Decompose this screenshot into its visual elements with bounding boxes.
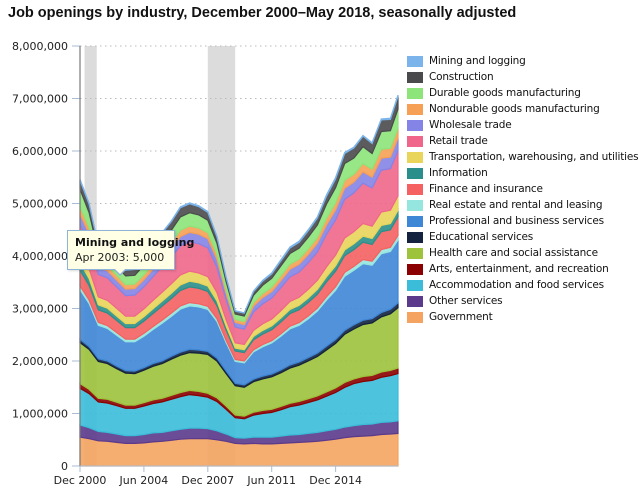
legend-swatch bbox=[407, 71, 423, 83]
legend-swatch bbox=[407, 279, 423, 291]
y-tick-label: 8,000,000 bbox=[12, 40, 68, 53]
legend-label: Transportation, warehousing, and utiliti… bbox=[429, 151, 639, 163]
legend-item[interactable]: Mining and logging bbox=[407, 53, 638, 69]
y-tick-label: 2,000,000 bbox=[12, 355, 68, 368]
legend-item[interactable]: Information bbox=[407, 165, 638, 181]
x-tick-label: Jun 2004 bbox=[119, 474, 169, 487]
legend-label: Finance and insurance bbox=[429, 183, 543, 195]
legend-item[interactable]: Durable goods manufacturing bbox=[407, 85, 638, 101]
y-tick-label: 6,000,000 bbox=[12, 145, 68, 158]
legend-item[interactable]: Construction bbox=[407, 69, 638, 85]
x-tick-label: Dec 2014 bbox=[309, 474, 362, 487]
tooltip-title: Mining and logging bbox=[75, 236, 195, 249]
legend-swatch bbox=[407, 135, 423, 147]
legend-label: Educational services bbox=[429, 231, 534, 243]
legend-item[interactable]: Educational services bbox=[407, 229, 638, 245]
legend-swatch bbox=[407, 103, 423, 115]
stacked-areas bbox=[79, 94, 399, 467]
legend-label: Health care and social assistance bbox=[429, 247, 598, 259]
chart-title: Job openings by industry, December 2000–… bbox=[8, 5, 517, 21]
tooltip-value: Apr 2003: 5,000 bbox=[75, 251, 165, 264]
legend-label: Professional and business services bbox=[429, 215, 604, 227]
legend-item[interactable]: Arts, entertainment, and recreation bbox=[407, 261, 638, 277]
legend-label: Construction bbox=[429, 71, 494, 83]
legend-label: Arts, entertainment, and recreation bbox=[429, 263, 609, 275]
legend-label: Other services bbox=[429, 295, 503, 307]
legend-label: Government bbox=[429, 311, 493, 323]
legend-item[interactable]: Other services bbox=[407, 293, 638, 309]
x-tick-label: Dec 2007 bbox=[181, 474, 234, 487]
legend: Mining and logging Construction Durable go… bbox=[407, 53, 639, 325]
y-tick-label: 1,000,000 bbox=[12, 408, 68, 421]
legend-item[interactable]: Retail trade bbox=[407, 133, 638, 149]
legend-swatch bbox=[407, 231, 423, 243]
legend-swatch bbox=[407, 247, 423, 259]
legend-item[interactable]: Government bbox=[407, 309, 638, 325]
legend-item[interactable]: Health care and social assistance bbox=[407, 245, 638, 261]
legend-item[interactable]: Transportation, warehousing, and utiliti… bbox=[407, 149, 639, 165]
legend-label: Retail trade bbox=[429, 135, 488, 147]
legend-swatch bbox=[407, 151, 423, 163]
legend-label: Information bbox=[429, 167, 488, 179]
x-tick-label: Dec 2000 bbox=[54, 474, 107, 487]
legend-swatch bbox=[407, 295, 423, 307]
legend-label: Durable goods manufacturing bbox=[429, 87, 581, 99]
y-tick-label: 5,000,000 bbox=[12, 198, 68, 211]
legend-item[interactable]: Accommodation and food services bbox=[407, 277, 638, 293]
legend-label: Nondurable goods manufacturing bbox=[429, 103, 600, 115]
legend-item[interactable]: Finance and insurance bbox=[407, 181, 638, 197]
legend-swatch bbox=[407, 199, 423, 211]
tooltip-pointer-fill bbox=[114, 268, 126, 274]
area-mining-and-logging[interactable] bbox=[79, 94, 399, 314]
legend-swatch bbox=[407, 87, 423, 99]
y-tick-label: 4,000,000 bbox=[12, 250, 68, 263]
legend-label: Real estate and rental and leasing bbox=[429, 199, 603, 211]
legend-swatch bbox=[407, 183, 423, 195]
y-tick-label: 7,000,000 bbox=[12, 93, 68, 106]
legend-item[interactable]: Nondurable goods manufacturing bbox=[407, 101, 638, 117]
legend-swatch bbox=[407, 55, 423, 67]
legend-item[interactable]: Wholesale trade bbox=[407, 117, 638, 133]
legend-item[interactable]: Real estate and rental and leasing bbox=[407, 197, 638, 213]
legend-swatch bbox=[407, 119, 423, 131]
axes: 0 1,000,000 2,000,000 3,000,000 4,000,000 5,0… bbox=[12, 40, 398, 487]
legend-label: Accommodation and food services bbox=[429, 279, 604, 291]
legend-swatch bbox=[407, 311, 423, 323]
legend-label: Mining and logging bbox=[429, 55, 526, 67]
tooltip: Mining and logging Apr 2003: 5,000 bbox=[67, 230, 195, 270]
legend-item[interactable]: Professional and business services bbox=[407, 213, 638, 229]
legend-swatch bbox=[407, 263, 423, 275]
legend-swatch bbox=[407, 167, 423, 179]
y-tick-label: 3,000,000 bbox=[12, 303, 68, 316]
legend-label: Wholesale trade bbox=[429, 119, 512, 131]
y-tick-label: 0 bbox=[61, 460, 68, 473]
x-tick-label: Jun 2011 bbox=[246, 474, 296, 487]
legend-swatch bbox=[407, 215, 423, 227]
